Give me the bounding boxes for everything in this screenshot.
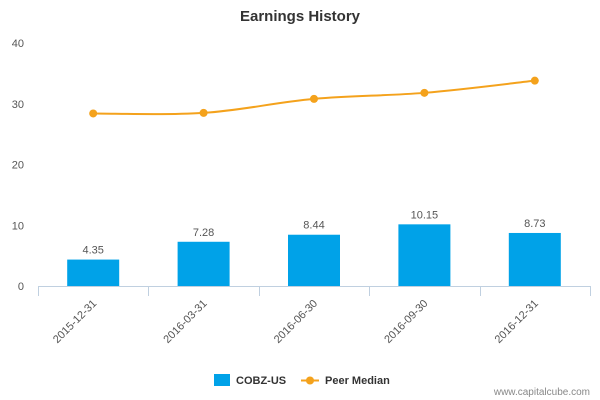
x-tick-label: 2016-06-30 (272, 298, 320, 346)
y-tick-label: 40 (12, 38, 24, 50)
bar-data-label: 10.15 (411, 209, 439, 221)
bar-data-label: 8.44 (303, 220, 324, 232)
bar-cobz[interactable] (398, 224, 451, 286)
bar-cobz[interactable] (288, 234, 340, 286)
x-axis-tick-labels: 2015-12-31 2016-03-31 2016-06-30 2016-09-30… (51, 298, 541, 346)
y-tick-label: 10 (12, 220, 24, 232)
bar-cobz[interactable] (177, 241, 230, 286)
legend-swatch-peer-marker[interactable] (306, 376, 314, 385)
x-tick-label: 2016-12-31 (493, 298, 541, 346)
bar-data-labels: 4.35 7.28 8.44 10.15 8.73 (82, 209, 545, 256)
bar-cobz[interactable] (508, 232, 561, 286)
bar-series-cobz (67, 224, 561, 286)
legend-swatch-cobz[interactable] (214, 374, 230, 386)
x-tick-label: 2016-03-31 (161, 298, 209, 346)
credit-text: www.capitalcube.com (493, 387, 590, 398)
y-tick-label: 30 (12, 99, 24, 111)
legend: COBZ-US Peer Median (214, 374, 390, 387)
peer-median-point[interactable] (199, 108, 208, 117)
peer-median-point[interactable] (310, 94, 318, 103)
y-tick-label: 20 (12, 160, 24, 172)
y-axis-ticks: 0 10 20 30 40 (12, 38, 24, 293)
bar-data-label: 4.35 (82, 245, 103, 257)
line-series-peer-median (89, 76, 539, 118)
x-tick-label: 2016-09-30 (382, 298, 430, 346)
peer-median-point[interactable] (530, 76, 539, 85)
bar-cobz[interactable] (67, 259, 120, 286)
x-tick-label: 2015-12-31 (51, 298, 99, 346)
peer-median-point[interactable] (420, 88, 429, 97)
legend-label-cobz[interactable]: COBZ-US (236, 375, 286, 387)
peer-median-point[interactable] (89, 109, 98, 118)
chart-title: Earnings History (240, 8, 361, 25)
bar-data-label: 8.73 (524, 218, 545, 230)
bar-data-label: 7.28 (193, 227, 214, 239)
x-axis-tick-marks (38, 286, 591, 296)
legend-label-peer-median[interactable]: Peer Median (325, 375, 390, 387)
y-tick-label: 0 (18, 281, 24, 293)
